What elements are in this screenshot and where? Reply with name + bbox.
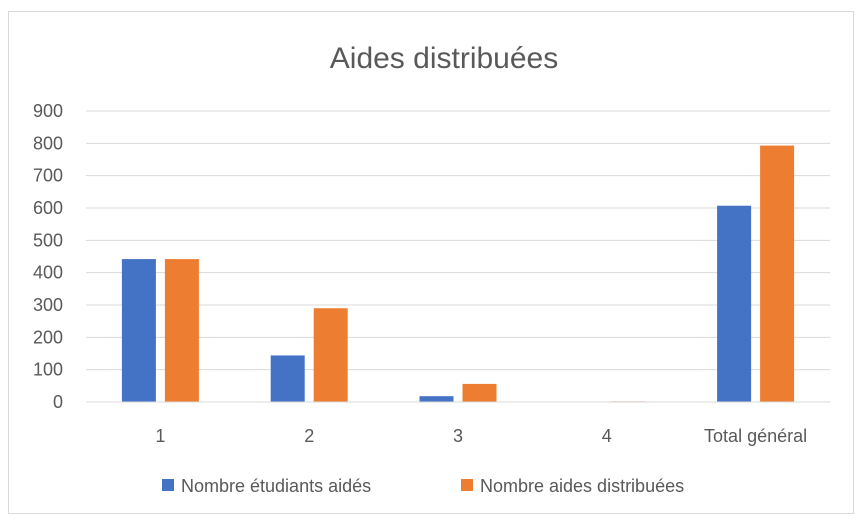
x-tick-label: 4 bbox=[602, 426, 612, 446]
x-tick-label: 3 bbox=[453, 426, 463, 446]
x-tick-label: 1 bbox=[155, 426, 165, 446]
y-tick-label: 400 bbox=[33, 263, 63, 283]
x-tick-label: 2 bbox=[304, 426, 314, 446]
bars bbox=[121, 145, 795, 402]
bar bbox=[313, 308, 348, 402]
y-tick-label: 600 bbox=[33, 198, 63, 218]
y-axis-labels: 0 100 200 300 400 500 600 700 800 900 bbox=[33, 101, 63, 412]
bar bbox=[717, 205, 752, 402]
y-tick-label: 100 bbox=[33, 360, 63, 380]
chart-title: Aides distribuées bbox=[330, 42, 558, 75]
bar bbox=[462, 383, 497, 402]
bar bbox=[760, 145, 795, 402]
bar bbox=[270, 355, 305, 402]
legend-label-nombre-aides-distribuees: Nombre aides distribuées bbox=[480, 476, 684, 496]
y-tick-label: 900 bbox=[33, 101, 63, 121]
legend-label-nombre-etudiants-aides: Nombre étudiants aidés bbox=[181, 476, 371, 496]
y-tick-label: 500 bbox=[33, 230, 63, 250]
bar bbox=[121, 259, 156, 402]
x-axis-labels: 1 2 3 4 Total général bbox=[155, 426, 807, 446]
legend-swatch-nombre-etudiants-aides bbox=[162, 479, 174, 491]
y-tick-label: 300 bbox=[33, 295, 63, 315]
y-tick-label: 700 bbox=[33, 166, 63, 186]
y-tick-label: 200 bbox=[33, 327, 63, 347]
grid-lines bbox=[86, 110, 830, 371]
y-tick-label: 0 bbox=[53, 392, 63, 412]
legend-swatch-nombre-aides-distribuees bbox=[461, 479, 473, 491]
bar bbox=[419, 396, 454, 402]
x-tick-label: Total général bbox=[704, 426, 807, 446]
y-tick-label: 800 bbox=[33, 133, 63, 153]
legend: Nombre étudiants aidés Nombre aides dist… bbox=[162, 476, 684, 496]
bar bbox=[164, 259, 199, 402]
